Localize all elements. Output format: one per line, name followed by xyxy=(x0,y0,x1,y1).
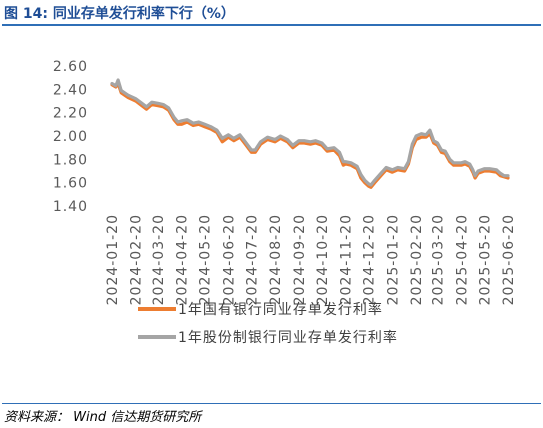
y-tick-label: 2.40 xyxy=(53,82,88,98)
series-layer xyxy=(110,78,510,189)
y-tick-label: 2.20 xyxy=(53,106,88,122)
footer-rule xyxy=(2,403,541,404)
figure-header: 图 14: 同业存单发行利率下行（%） xyxy=(2,0,541,26)
x-tick-label: 2025-01-20 xyxy=(385,214,401,305)
x-tick-label: 2024-08-20 xyxy=(268,214,284,305)
x-tick-label: 2025-05-20 xyxy=(477,214,493,305)
x-tick-label: 2024-04-20 xyxy=(175,214,191,305)
y-tick-label: 2.60 xyxy=(53,59,88,75)
x-tick-label: 2024-06-20 xyxy=(221,214,237,305)
x-tick-label: 2025-02-20 xyxy=(409,214,425,305)
legend-label: 1年股份制银行同业存单发行利率 xyxy=(178,329,398,346)
x-tick-label: 2024-03-20 xyxy=(151,214,167,305)
x-axis: 2024-01-20 2024-02-20 2024-03-20 2024-04-20… xyxy=(105,214,517,305)
x-tick-label: 2024-01-20 xyxy=(105,214,121,305)
y-tick-label: 1.80 xyxy=(53,152,88,168)
y-tick-label: 2.00 xyxy=(53,129,88,145)
x-tick-label: 2024-09-20 xyxy=(292,214,308,305)
legend: 1年国有银行同业存单发行利率 1年股份制银行同业存单发行利率 xyxy=(138,301,398,346)
x-tick-label: 2025-03-20 xyxy=(431,214,447,305)
x-tick-label: 2025-04-20 xyxy=(454,214,470,305)
source-note: 资料来源： Wind 信达期货研究所 xyxy=(4,410,202,425)
y-tick-label: 1.60 xyxy=(53,176,88,192)
x-tick-label: 2024-02-20 xyxy=(129,214,145,305)
x-tick-label: 2025-06-20 xyxy=(501,214,517,305)
series-line-joint-stock xyxy=(110,78,510,187)
y-axis: 2.60 2.40 2.20 2.00 1.80 1.60 1.40 xyxy=(53,59,88,215)
x-tick-label: 2024-07-20 xyxy=(244,214,260,305)
x-tick-label: 2024-10-20 xyxy=(315,214,331,305)
series-line-state-owned xyxy=(110,81,510,189)
x-tick-label: 2024-12-20 xyxy=(362,214,378,305)
figure-title: 图 14: 同业存单发行利率下行（%） xyxy=(4,6,235,22)
x-tick-label: 2024-05-20 xyxy=(198,214,214,305)
line-chart: 2.602.402.202.001.801.601.40 2024-01-20 2… xyxy=(53,59,517,346)
x-tick-label: 2024-11-20 xyxy=(339,214,355,305)
y-tick-label: 1.40 xyxy=(53,199,88,215)
legend-label: 1年国有银行同业存单发行利率 xyxy=(178,301,383,318)
